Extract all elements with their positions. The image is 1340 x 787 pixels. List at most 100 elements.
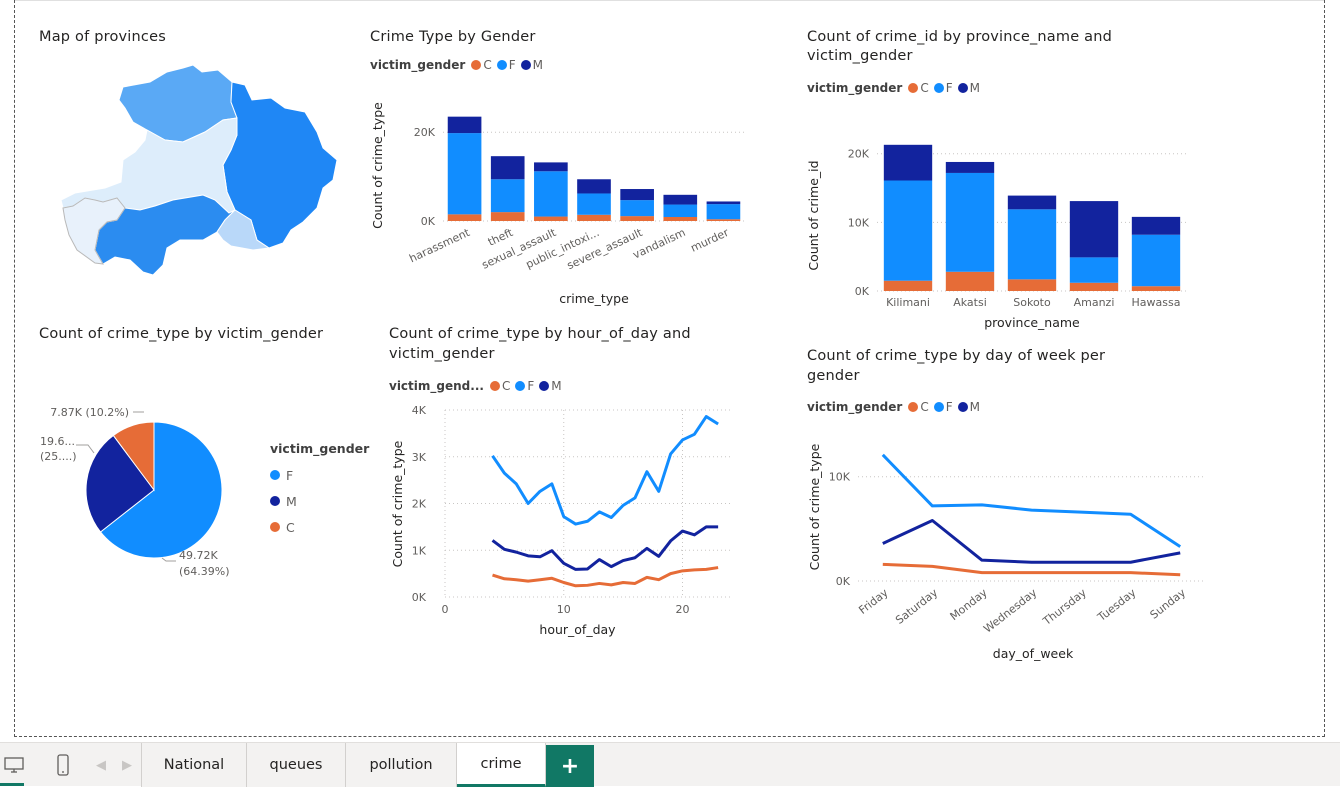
x-tick-label: Kilimani bbox=[886, 296, 930, 309]
y-tick-label: 20K bbox=[414, 126, 436, 139]
x-tick-label: 0 bbox=[442, 603, 449, 616]
bar-segment-c bbox=[447, 214, 482, 221]
province-chart-title-1: Count of crime_id by province_name and bbox=[807, 29, 1113, 45]
province-west[interactable] bbox=[62, 197, 126, 265]
pie-title: Count of crime_type by victim_gender bbox=[39, 326, 324, 342]
legend-title: victim_gender bbox=[807, 81, 903, 95]
legend-item-m[interactable]: M bbox=[520, 58, 543, 72]
bar-segment-f bbox=[883, 180, 933, 281]
province-chart-title-2: victim_gender bbox=[807, 48, 913, 64]
y-tick-label: 2K bbox=[412, 498, 427, 511]
pie-label-c: 7.87K (10.2%) bbox=[50, 406, 129, 419]
bar-segment-c bbox=[1131, 286, 1181, 291]
legend-item-f[interactable]: F bbox=[515, 379, 534, 393]
hour-line-chart[interactable]: 0K 1K 2K 3K 4K 0 10 20 hour_of_day Count of crime… bbox=[385, 400, 745, 645]
bar-segment-m bbox=[534, 162, 568, 172]
desktop-view-icon[interactable] bbox=[0, 743, 28, 787]
x-tick-label: Akatsi bbox=[953, 296, 987, 309]
legend-item-c[interactable]: C bbox=[471, 58, 492, 72]
hour-chart-legend[interactable]: victim_gend... C F M bbox=[389, 379, 567, 393]
legend-item-f[interactable]: F bbox=[933, 400, 953, 414]
leader-line bbox=[161, 557, 176, 562]
pie-label-m-percent: (25....) bbox=[40, 450, 77, 463]
prev-page-icon[interactable]: ◀ bbox=[96, 757, 106, 773]
x-tick-label: Monday bbox=[948, 586, 991, 623]
province-map[interactable] bbox=[55, 60, 345, 280]
pie-legend-item-c[interactable]: C bbox=[270, 514, 369, 540]
line-series-f bbox=[491, 415, 719, 526]
week-chart-title-1: Count of crime_type by day of week per bbox=[807, 348, 1106, 364]
x-tick-label: 10 bbox=[557, 603, 571, 616]
x-tick-label: 20 bbox=[676, 603, 690, 616]
pie-legend[interactable]: victim_gender F M C bbox=[270, 441, 369, 540]
legend-title: victim_gender bbox=[807, 400, 903, 414]
legend-item-m[interactable]: M bbox=[957, 400, 980, 414]
bar-segment-m bbox=[1069, 201, 1119, 258]
bar-segment-c bbox=[577, 214, 611, 221]
bar-segment-f bbox=[663, 204, 698, 218]
tab-pollution[interactable]: pollution bbox=[346, 743, 457, 787]
legend-item-f[interactable]: F bbox=[933, 81, 953, 95]
bar-segment-f bbox=[1007, 209, 1057, 280]
gender-pie-chart[interactable]: 7.87K (10.2%) 19.6... (25....) 49.72K (64.39… bbox=[30, 395, 270, 595]
canvas-top-divider bbox=[14, 0, 1325, 1]
week-chart-legend[interactable]: victim_gender C F M bbox=[807, 400, 985, 414]
pie-legend-item-f[interactable]: F bbox=[270, 462, 369, 488]
bar-segment-c bbox=[663, 217, 698, 221]
tab-queues[interactable]: queues bbox=[247, 743, 346, 787]
view-active-indicator bbox=[0, 783, 24, 786]
legend-item-c[interactable]: C bbox=[908, 81, 929, 95]
x-tick-label: murder bbox=[689, 226, 731, 255]
y-tick-label: 10K bbox=[829, 471, 851, 484]
tab-national[interactable]: National bbox=[141, 743, 247, 787]
pie-legend-title: victim_gender bbox=[270, 441, 370, 456]
province-southeast[interactable] bbox=[216, 209, 271, 251]
y-tick-label: 0K bbox=[836, 575, 851, 588]
bar-segment-m bbox=[1007, 195, 1057, 210]
line-series-m bbox=[882, 519, 1181, 564]
bar-segment-f bbox=[620, 200, 654, 217]
bar-segment-m bbox=[706, 201, 741, 205]
province-chart-legend[interactable]: victim_gender C F M bbox=[807, 81, 985, 95]
bar-segment-m bbox=[490, 156, 525, 180]
x-tick-label: Thursday bbox=[1040, 586, 1089, 629]
legend-item-f[interactable]: F bbox=[496, 58, 516, 72]
legend-item-m[interactable]: M bbox=[539, 379, 562, 393]
pie-legend-item-m[interactable]: M bbox=[270, 488, 369, 514]
legend-title: victim_gender bbox=[370, 58, 466, 72]
bar-segment-c bbox=[945, 271, 995, 291]
y-tick-label: 0K bbox=[421, 215, 436, 228]
next-page-icon[interactable]: ▶ bbox=[122, 757, 132, 773]
hour-chart-title-1: Count of crime_type by hour_of_day and bbox=[389, 326, 691, 342]
legend-item-c[interactable]: C bbox=[489, 379, 510, 393]
bar-segment-f bbox=[577, 193, 611, 215]
add-page-button[interactable]: + bbox=[546, 745, 594, 787]
y-axis-title: Count of crime_type bbox=[390, 440, 405, 567]
province-bar-chart[interactable]: 0K 10K 20K Kilimani Akatsi Sokoto Amanzi Hawass… bbox=[800, 130, 1200, 335]
bar-segment-f bbox=[447, 133, 482, 215]
hour-chart-title-2: victim_gender bbox=[389, 346, 495, 362]
bar-segment-m bbox=[883, 144, 933, 181]
legend-item-c[interactable]: C bbox=[908, 400, 929, 414]
bar-segment-c bbox=[1069, 282, 1119, 291]
tab-crime[interactable]: crime bbox=[457, 743, 546, 787]
mobile-view-icon[interactable] bbox=[50, 743, 76, 787]
y-tick-label: 0K bbox=[855, 285, 870, 298]
y-tick-label: 0K bbox=[412, 591, 427, 604]
x-tick-label: Sokoto bbox=[1013, 296, 1051, 309]
bar-segment-f bbox=[1131, 234, 1181, 287]
bar-segment-f bbox=[490, 179, 525, 213]
crime-gender-legend[interactable]: victim_gender C F M bbox=[370, 58, 548, 72]
pie-label-f-value: 49.72K bbox=[179, 549, 218, 562]
bar-segment-m bbox=[663, 194, 698, 205]
y-tick-label: 3K bbox=[412, 451, 427, 464]
legend-item-m[interactable]: M bbox=[957, 81, 980, 95]
line-series-c bbox=[882, 562, 1181, 577]
week-chart-title-2: gender bbox=[807, 368, 860, 384]
x-tick-label: harassment bbox=[407, 226, 472, 266]
x-tick-label: Wednesday bbox=[981, 586, 1040, 636]
page-tab-bar: ◀ ▶ National queues pollution crime + bbox=[0, 742, 1340, 787]
x-axis-title: day_of_week bbox=[993, 646, 1074, 661]
